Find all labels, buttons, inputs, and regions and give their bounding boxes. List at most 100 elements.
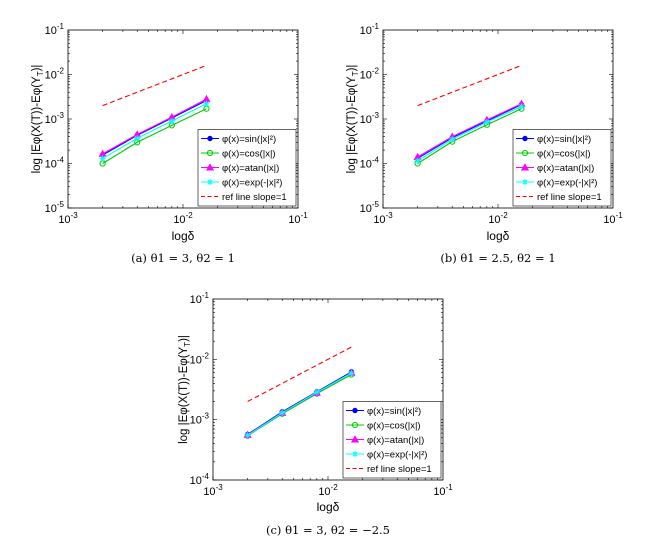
legend-label: φ(x)=atan(|x|) [537,163,594,174]
series-5 [102,64,207,107]
chart-panel-2: 10-3 10-2 10-1 10-5 10-4 10-3 10-2 10-1 logδ log … [346,22,623,265]
y-tick-label: 10-2 [45,67,65,82]
y-tick-label: 10-5 [45,200,65,215]
data-point [313,389,320,396]
legend: φ(x)=sin(|x|²) φ(x)=cos(|x|) φ(x)=atan(|x|… [342,401,442,479]
series-line [247,371,352,435]
data-point [483,119,490,126]
legend-label: φ(x)=cos(|x|) [222,149,276,160]
legend-label: φ(x)=exp(-|x|²) [537,178,597,189]
series-5 [247,346,352,402]
series-4 [244,370,355,439]
legend-marker [352,451,358,457]
y-tick-label: 10-1 [45,22,65,37]
legend-entry: φ(x)=exp(-|x|²) [516,178,597,189]
data-point [203,100,210,107]
x-tick-label: 10-3 [203,483,223,498]
data-point [518,103,525,110]
legend-entry: φ(x)=atan(|x|) [516,163,594,174]
y-tick-label: 10-2 [190,351,210,366]
legend-entry: ref line slope=1 [516,192,602,203]
y-tick-label: 10-3 [360,111,380,126]
legend-label: φ(x)=cos(|x|) [537,149,591,160]
legend-label: ref line slope=1 [367,464,432,475]
y-axis-label: log |Eφ(X(T))-Eφ(YT)| [178,335,192,444]
x-axis-label: logδ [317,500,340,514]
series-line [417,64,522,107]
legend-label: φ(x)=atan(|x|) [222,163,279,174]
data-point [134,135,141,142]
legend-label: ref line slope=1 [222,192,287,203]
data-point [348,370,355,377]
legend: φ(x)=sin(|x|²) φ(x)=cos(|x|) φ(x)=atan(|x|… [197,129,297,207]
x-axis-label: logδ [172,229,195,243]
legend-marker [522,135,528,142]
legend-entry: φ(x)=atan(|x|) [201,163,279,174]
x-tick-label: 10-2 [488,211,508,226]
y-tick-label: 10-2 [360,67,380,82]
legend-entry: φ(x)=exp(-|x|²) [201,178,282,189]
legend-label: φ(x)=cos(|x|) [367,421,421,432]
legend-label: φ(x)=sin(|x|²) [367,406,421,417]
x-axis-label: logδ [487,229,510,243]
legend-entry: φ(x)=sin(|x|²) [516,134,591,145]
caption: (b) θ1 = 2.5, θ2 = 1 [440,251,555,265]
y-tick-label: 10-4 [190,472,210,487]
series-line [417,108,522,164]
legend-label: φ(x)=sin(|x|²) [537,134,591,145]
y-tick-label: 10-1 [190,291,210,306]
legend-marker [207,135,213,142]
x-tick-label: 10-1 [288,211,308,226]
caption: (c) θ1 = 3, θ2 = −2.5 [266,523,390,537]
series-line [247,372,352,436]
series-line [247,346,352,402]
data-point [99,155,106,162]
y-tick-label: 10-4 [45,156,65,171]
series-4 [99,100,210,162]
data-point [244,432,251,439]
y-axis-label: log |Eφ(X(T))-Eφ(YT)| [31,65,45,174]
series-3 [98,94,211,157]
legend-entry: φ(x)=cos(|x|) [516,149,591,160]
series-line [102,98,207,155]
tick-marks [212,299,443,481]
data-point [414,157,421,164]
legend-entry: φ(x)=exp(-|x|²) [346,450,427,461]
legend-label: φ(x)=sin(|x|²) [222,134,276,145]
legend-entry: ref line slope=1 [201,192,287,203]
data-point [279,409,286,416]
legend-marker [206,149,214,157]
series-line [102,64,207,107]
tick-marks [382,30,613,209]
y-tick-label: 10-1 [360,22,380,37]
x-tick-label: 10-2 [318,483,338,498]
legend-entry: φ(x)=cos(|x|) [201,149,276,160]
legend-label: φ(x)=exp(-|x|²) [222,178,282,189]
legend-entry: φ(x)=sin(|x|²) [346,406,421,417]
legend-marker [520,163,530,171]
legend-entry: φ(x)=sin(|x|²) [201,134,276,145]
series-line [102,103,207,159]
x-tick-label: 10-2 [173,211,193,226]
y-tick-label: 10-4 [360,156,380,171]
legend-entry: φ(x)=cos(|x|) [346,421,421,432]
legend-marker [350,435,360,443]
legend: φ(x)=sin(|x|²) φ(x)=cos(|x|) φ(x)=atan(|x|… [512,129,612,207]
legend-marker [522,179,528,185]
series-4 [414,103,525,164]
legend-marker [352,407,358,414]
y-tick-label: 10-3 [45,111,65,126]
legend-entry: ref line slope=1 [346,464,432,475]
y-axis-label: log |Eφ(X(T))-Eφ(YT)| [346,65,360,174]
legend-marker [205,163,215,171]
legend-label: φ(x)=atan(|x|) [367,435,424,446]
y-tick-label: 10-5 [360,200,380,215]
legend-marker [351,421,359,429]
legend-label: φ(x)=exp(-|x|²) [367,450,427,461]
data-point [449,136,456,143]
series-line [417,103,522,158]
legend-marker [521,149,529,157]
data-point [168,118,175,125]
